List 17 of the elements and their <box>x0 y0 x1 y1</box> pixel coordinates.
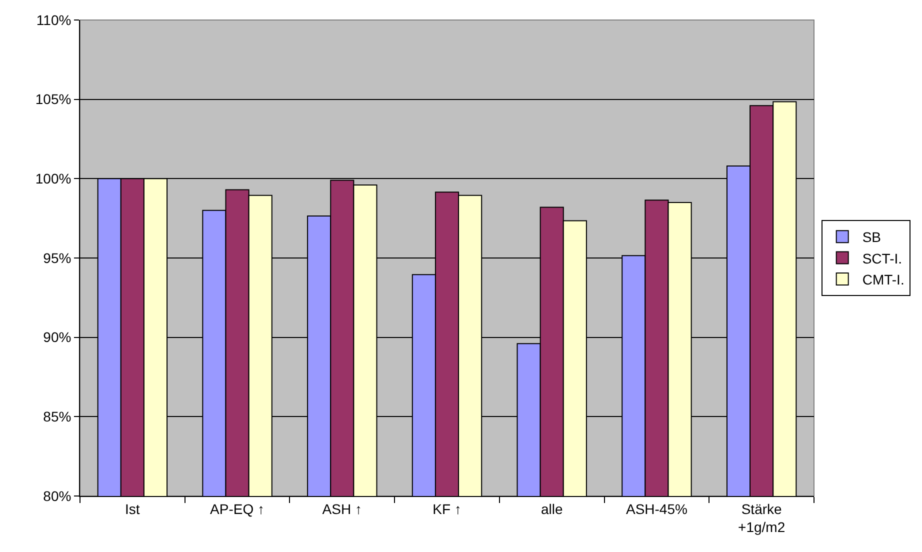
x-tick-label: Stärke +1g/m2 <box>738 500 786 535</box>
y-tick-label: 100% <box>35 170 72 187</box>
legend-label: SB <box>862 229 882 246</box>
y-tick-label: 105% <box>35 91 72 108</box>
x-tick-label: alle <box>540 500 563 517</box>
x-tick-label: Ist <box>125 500 140 517</box>
x-tick-label: ASH-45% <box>626 500 688 517</box>
x-tick-label: ASH ↑ <box>322 500 362 517</box>
y-tick-label: 110% <box>36 12 72 28</box>
y-tick-label: 95% <box>43 250 72 266</box>
x-tick-label: KF ↑ <box>432 500 462 517</box>
legend-label: CMT-I. <box>862 271 904 288</box>
y-tick-label: 80% <box>43 488 72 504</box>
x-tick-label: AP-EQ ↑ <box>210 500 265 517</box>
y-tick-label: 85% <box>43 408 72 425</box>
y-tick-label: 90% <box>43 329 72 346</box>
legend-label: SCT-I. <box>862 250 902 266</box>
